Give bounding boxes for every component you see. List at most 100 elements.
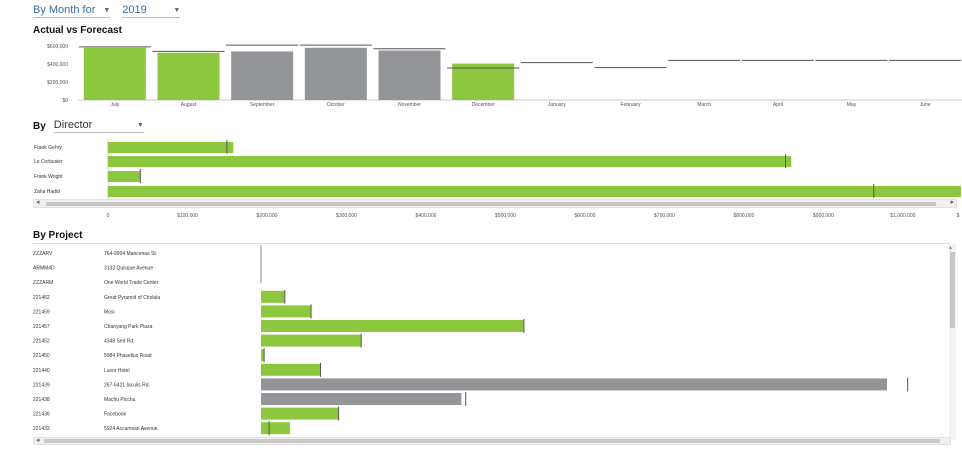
project-bar (261, 305, 312, 318)
project-id: 221457 (33, 324, 50, 330)
chevron-down-icon: ▼ (136, 121, 144, 129)
project-name: One World Trade Center (104, 280, 159, 286)
x-tick-label: $800,000 (734, 213, 755, 219)
actual-bar (378, 50, 441, 100)
project-name: Machu Picchu (104, 397, 136, 403)
director-horizontal-scrollbar[interactable]: ◂ ▸ (33, 199, 957, 208)
project-id: 221452 (33, 339, 50, 345)
x-tick-label: 0 (107, 213, 110, 219)
director-select-value: Director (53, 119, 93, 131)
project-name: Mosi (104, 309, 115, 315)
chevron-down-icon: ▼ (103, 6, 111, 14)
scroll-right-icon[interactable]: ▸ (950, 199, 954, 206)
y-tick-label: $600,000 (47, 44, 68, 50)
project-bar (261, 349, 265, 362)
x-tick-label: $200,000 (257, 213, 278, 219)
project-bar (261, 334, 362, 347)
project-bar (261, 378, 887, 391)
project-horizontal-scrollbar[interactable]: ◂ (33, 437, 951, 445)
actual-bar (83, 47, 146, 100)
month-label: August (181, 102, 197, 108)
chevron-down-icon: ▼ (173, 6, 181, 14)
project-vertical-scrollbar[interactable]: ▴ (949, 244, 956, 440)
by-label: By (33, 120, 46, 132)
project-bar (261, 393, 462, 405)
month-label: May (847, 102, 857, 108)
project-id: 221459 (33, 309, 50, 315)
project-name: Luxor Hotel (104, 368, 130, 374)
project-id: 221439 (33, 382, 50, 388)
director-label: Frank Gehry (34, 145, 62, 151)
x-tick-label: $700,000 (654, 213, 675, 219)
project-id: ARMM4D (33, 266, 55, 272)
project-name: 764-9904 Maecenas St. (104, 251, 157, 257)
month-label: October (327, 102, 345, 108)
x-tick-label: $ (957, 213, 960, 219)
month-label: January (548, 102, 566, 108)
director-chart: Frank Gehry Le Corbusier Frank Wright Zaha … (34, 139, 962, 219)
project-bar (261, 363, 321, 376)
x-tick-label: $500,000 (495, 213, 516, 219)
actual-bar (231, 51, 294, 100)
x-tick-label: $1,000,000 (890, 213, 915, 219)
project-name: 5984 Phasellus Road (104, 353, 152, 359)
project-chart: ZZZARV 764-9904 Maecenas St. ARMM4D 3133 Qu… (33, 243, 950, 436)
actual-bar (157, 52, 220, 100)
actual-bar (452, 63, 515, 100)
scroll-left-icon[interactable]: ◂ (36, 199, 40, 206)
forecast-title: Actual vs Forecast (33, 25, 122, 36)
project-bar (261, 407, 339, 420)
project-id: 221433 (33, 426, 50, 432)
project-bar (261, 422, 290, 435)
y-tick-label: $0 (62, 98, 68, 104)
month-label: February (620, 102, 641, 108)
project-id: 221462 (33, 295, 50, 301)
month-label: November (398, 102, 421, 108)
project-name: Chaoyang Park Plaza (104, 324, 153, 330)
y-tick-label: $400,000 (47, 62, 68, 68)
project-id: 221450 (33, 353, 50, 359)
year-dropdown[interactable]: 2019 ▼ (122, 4, 181, 18)
project-name: 267-6421 Iaculis Rd. (104, 382, 150, 388)
project-bar (261, 290, 285, 303)
director-label: Frank Wright (34, 174, 63, 180)
project-name: 4348 Sed Rd. (104, 339, 135, 345)
project-id: ZZZARV (33, 251, 53, 257)
forecast-chart: $600,000 $400,000 $200,000 $0 July August Sept… (47, 44, 962, 108)
project-name: 3133 Quisque Avenue (104, 266, 153, 272)
director-dropdown[interactable]: Director ▼ (53, 119, 144, 133)
x-tick-label: $300,000 (336, 213, 357, 219)
scroll-thumb[interactable] (44, 439, 940, 443)
scroll-thumb[interactable] (950, 252, 955, 328)
period-label: By Month for (33, 4, 96, 16)
x-tick-label: $900,000 (813, 213, 834, 219)
x-tick-label: $100,000 (177, 213, 198, 219)
x-tick-label: $400,000 (416, 213, 437, 219)
month-label: June (920, 102, 931, 108)
director-label: Le Corbusier (34, 159, 63, 165)
project-id: 221438 (33, 397, 50, 403)
y-tick-label: $200,000 (47, 80, 68, 86)
director-label: Zaha Hadid (34, 189, 60, 195)
x-tick-label: $600,000 (575, 213, 596, 219)
scroll-left-icon[interactable]: ◂ (36, 437, 40, 444)
month-label: December (472, 102, 495, 108)
year-value: 2019 (122, 4, 147, 16)
actual-bar (304, 47, 367, 100)
director-bar (108, 171, 141, 182)
month-label: July (110, 102, 119, 108)
project-name: 5924 Accumsan Avenue (104, 426, 158, 432)
project-name: Facebook (104, 412, 126, 418)
scroll-up-icon[interactable]: ▴ (949, 245, 953, 251)
project-bar (261, 320, 524, 332)
project-title: By Project (33, 230, 83, 241)
period-dropdown[interactable]: By Month for ▼ (33, 4, 111, 18)
director-bar (108, 186, 962, 197)
director-bar (108, 156, 792, 167)
project-id: 221436 (33, 412, 50, 418)
project-id: 221440 (33, 368, 50, 374)
scroll-thumb[interactable] (46, 202, 936, 206)
project-id: ZZZARM (33, 280, 53, 286)
month-label: April (773, 102, 783, 108)
director-bar (108, 142, 234, 153)
